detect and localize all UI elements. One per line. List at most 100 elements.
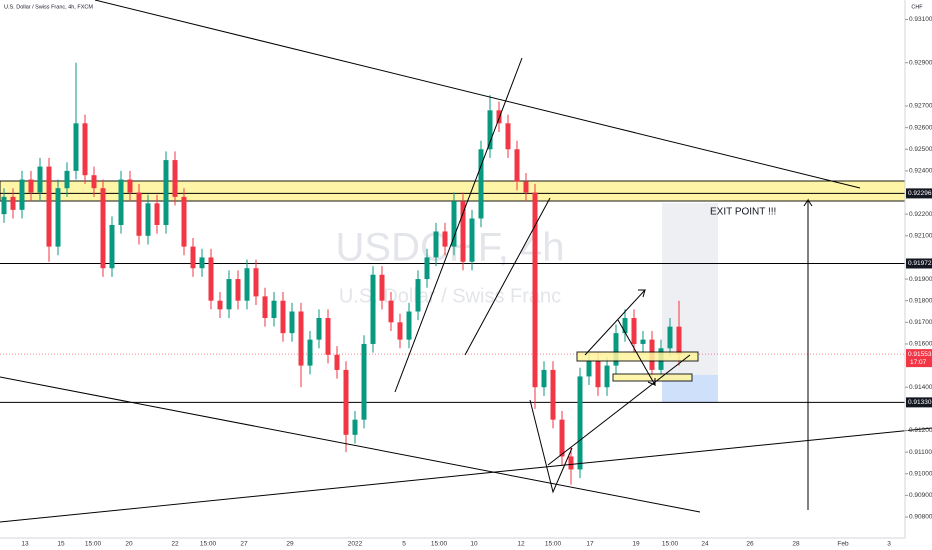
candle-body [613,333,619,366]
candle-body [154,203,160,225]
level-tag [906,258,932,269]
x-tick-label: 27 [240,541,248,548]
candle-body [460,201,466,262]
candle-body [145,203,151,236]
x-tick-label: 12 [517,541,525,548]
trendline [0,427,932,523]
candle-body [424,257,430,280]
x-tick-label: 26 [746,541,754,548]
y-tick-label: 0.91600 [909,341,932,348]
candle-body [577,376,583,470]
candle-body [91,175,97,189]
candle-body [55,188,61,247]
last-price-tag [906,349,932,368]
candle-body [109,224,115,269]
resistance-zone [0,180,906,202]
y-tick-label: 0.90800 [909,514,932,521]
pattern-line [529,399,573,494]
candles [1,62,682,485]
candle-body [289,311,295,334]
candle-body [271,300,277,318]
last-price-label: 0.91553 [908,351,932,358]
level-tag [906,188,932,199]
x-tick-label: 10 [470,541,478,548]
y-tick-label: 0.92700 [909,103,932,110]
y-tick-label: 0.91700 [909,319,932,326]
y-tick-label: 0.92400 [909,168,932,175]
candle-body [235,279,241,301]
candle-body [343,369,349,435]
x-tick-label: 15:00 [200,541,217,548]
candle-body [298,311,304,366]
currency: CHF [911,4,923,10]
candle-body [244,268,250,301]
axes: 0.90800 0.90900 0.91000 0.91100 0.91200 0.914… [21,16,932,548]
drawings: EXIT POINT !!! [0,0,932,523]
y-tick-label: 0.92600 [909,124,932,131]
candle-body [514,149,520,182]
x-tick-label: 15:00 [545,541,562,548]
x-tick-label: 13 [21,541,29,548]
candle-body [226,279,232,310]
candle-body [451,201,457,247]
candle-body [667,326,673,349]
candle-body [136,192,142,236]
candle-body [316,317,322,340]
y-tick-label: 0.91200 [909,427,932,434]
candle-body [442,231,448,247]
candle-body [262,296,268,318]
candle-body [352,419,358,435]
candle-body [163,160,169,225]
candle-body [523,181,529,193]
candle-body [172,160,178,197]
candle-body [208,257,214,301]
x-tick-label: 22 [171,541,179,548]
candle-body [604,365,610,388]
y-tick-label: 0.91800 [909,297,932,304]
candle-body [217,300,223,310]
candle-body [19,179,25,210]
candle-body [73,123,79,171]
y-tick-label: 0.93100 [909,16,932,23]
candle-body [127,179,133,193]
candle-body [199,257,205,269]
y-tick-label: 0.90900 [909,492,932,499]
candle-body [28,179,34,193]
candle-body [541,369,547,388]
channel-line [464,197,551,356]
level-label: 0.92296 [908,190,932,197]
candle-body [478,149,484,219]
candle-body [640,339,646,344]
trendline [0,376,701,513]
y-tick-label: 0.91900 [909,276,932,283]
candle-body [190,246,196,269]
level-label: 0.91330 [908,399,932,406]
candle-body [487,110,493,150]
trendline [94,0,861,189]
x-tick-label: 5 [402,541,406,548]
candle-body [676,326,682,355]
x-tick-label: 24 [701,541,709,548]
arrow [584,289,647,356]
x-tick-label: 15 [57,541,65,548]
y-tick-label: 0.91400 [909,384,932,391]
candle-body [586,361,592,377]
candle-body [334,354,340,370]
candle-body [397,322,403,340]
candle-body [370,274,376,344]
x-tick-label: 3 [887,541,891,548]
y-tick-label: 0.92900 [909,59,932,66]
y-tick-label: 0.92100 [909,233,932,240]
candle-body [415,279,421,312]
box-zone [576,351,699,362]
x-tick-label: 29 [286,541,294,548]
candle-body [361,343,367,420]
candle-body [379,274,385,301]
x-tick-label: 2022 [348,541,363,548]
candle-body [568,456,574,470]
candle-body [1,196,7,215]
levels [0,192,905,403]
x-tick-label: 20 [125,541,133,548]
chart-title: U.S. Dollar / Swiss Franc, 4h, FXCM [4,4,93,10]
